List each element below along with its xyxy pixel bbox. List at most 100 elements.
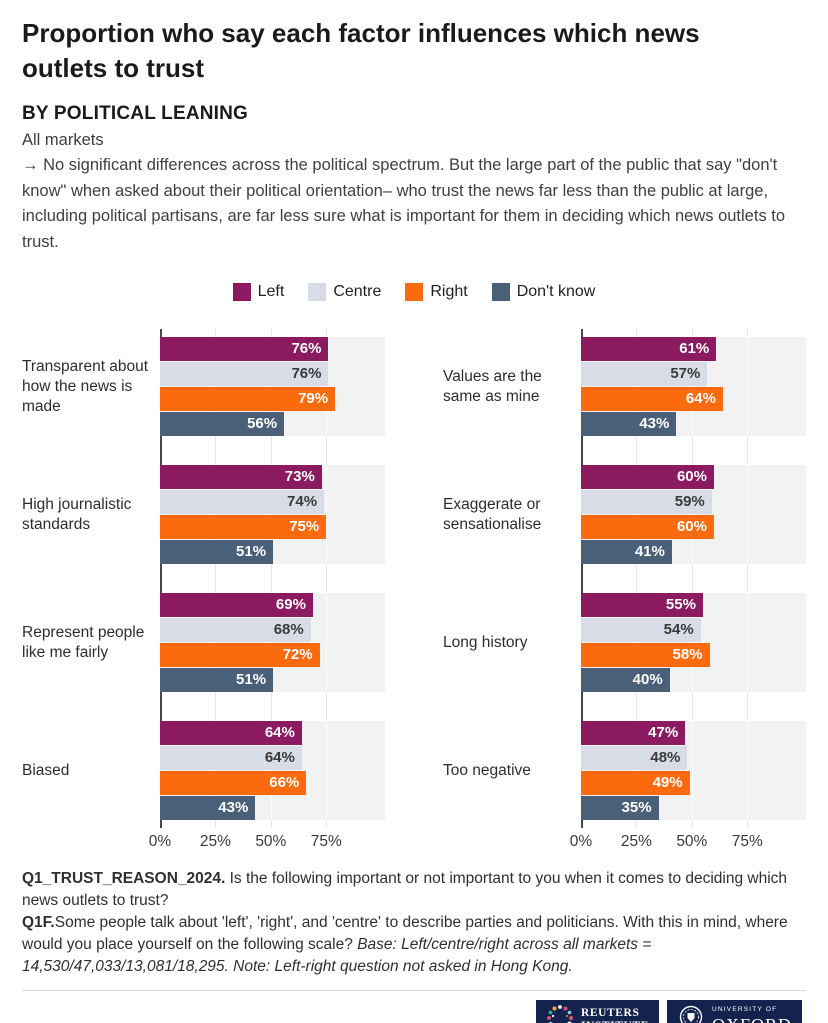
legend-label: Right xyxy=(430,283,468,301)
bar-left: 64% xyxy=(160,721,302,746)
category-group: Too negative 47% 48% 49% 35% xyxy=(443,721,806,821)
category-group: Long history 55% 54% 58% 40% xyxy=(443,593,806,693)
grid-line xyxy=(270,329,272,829)
bar-don-t-know: 51% xyxy=(160,540,274,565)
category-label: Represent people like me fairly xyxy=(22,623,145,661)
grid-line xyxy=(636,721,638,821)
grid-line xyxy=(691,337,693,437)
legend-label: Left xyxy=(257,283,285,301)
grid-line xyxy=(636,337,638,437)
bar-value-label: 64% xyxy=(264,724,295,742)
category-band: 69% 68% 72% 51% xyxy=(160,593,385,693)
bar-centre: 64% xyxy=(160,746,302,771)
bar-centre: 54% xyxy=(581,618,701,643)
bar-value-label: 76% xyxy=(291,340,322,358)
bar-left: 76% xyxy=(160,337,329,362)
grid-line xyxy=(270,337,272,437)
category-label: Transparent about how the news is made xyxy=(22,357,149,415)
grid-line xyxy=(636,593,638,693)
bar-value-label: 64% xyxy=(685,390,716,408)
bar-value-label: 68% xyxy=(273,621,304,639)
grid-line xyxy=(326,593,328,693)
x-axis: 0% 25% 50% 75% xyxy=(570,828,806,854)
legend-label: Centre xyxy=(333,283,382,301)
x-axis: 0% 25% 50% 75% xyxy=(149,828,385,854)
x-axis-tick: 50% xyxy=(255,833,287,851)
grid-line xyxy=(326,337,328,437)
chart-panel: Transparent about how the news is made 76… xyxy=(22,329,385,854)
reuters-institute-logo: REUTERSINSTITUTE xyxy=(535,1000,659,1023)
category-label: Too negative xyxy=(443,761,531,779)
grid-line xyxy=(215,721,217,821)
bar-right: 64% xyxy=(581,387,723,412)
bar-right: 60% xyxy=(581,515,714,540)
category-band: 64% 64% 66% 43% xyxy=(160,721,385,821)
grid-line xyxy=(691,593,693,693)
bar-value-label: 59% xyxy=(674,493,705,511)
category-label: High journalistic standards xyxy=(22,495,132,533)
category-label: Long history xyxy=(443,633,528,651)
plot-area: Values are the same as mine 61% 57% 64% 43% E… xyxy=(443,329,806,829)
legend-swatch xyxy=(232,283,251,302)
category-band: 47% 48% 49% 35% xyxy=(581,721,806,821)
bar-left: 73% xyxy=(160,465,322,490)
source-notes: Q1_TRUST_REASON_2024. Is the following i… xyxy=(22,868,806,978)
question-q1f-text: Some people talk about 'left', 'right', … xyxy=(22,914,788,954)
bar-value-label: 61% xyxy=(679,340,710,358)
legend-item: Left xyxy=(232,283,285,302)
bar-value-label: 60% xyxy=(676,518,707,536)
grid-line xyxy=(215,465,217,565)
question-q1f: Q1F.Some people talk about 'left', 'righ… xyxy=(22,912,806,978)
oxford-wordmark: UNIVERSITY OF OXFORD xyxy=(711,1006,791,1023)
plot-area: Transparent about how the news is made 76… xyxy=(22,329,385,829)
bar-value-label: 75% xyxy=(289,518,320,536)
bar-don-t-know: 40% xyxy=(581,668,670,693)
bar-centre: 59% xyxy=(581,490,712,515)
grid-line xyxy=(636,329,638,829)
x-axis-tick: 0% xyxy=(148,833,172,851)
bar-don-t-know: 43% xyxy=(581,412,677,437)
x-axis-tick: 50% xyxy=(676,833,708,851)
grid-line xyxy=(215,593,217,693)
grid-line xyxy=(326,329,328,829)
bar-right: 75% xyxy=(160,515,327,540)
category-band: 61% 57% 64% 43% xyxy=(581,337,806,437)
bar-value-label: 41% xyxy=(634,543,665,561)
y-axis-line xyxy=(581,329,583,829)
grid-line xyxy=(747,337,749,437)
bar-value-label: 69% xyxy=(275,596,306,614)
bar-value-label: 55% xyxy=(665,596,696,614)
grid-line xyxy=(636,465,638,565)
bar-value-label: 51% xyxy=(236,543,267,561)
logo-row: REUTERSINSTITUTE UNIVERSITY OF OXFORD xyxy=(22,1000,806,1023)
bar-right: 58% xyxy=(581,643,710,668)
question-q1f-base: Base: Left/centre/right across all marke… xyxy=(22,936,652,976)
bar-value-label: 60% xyxy=(676,468,707,486)
bar-value-label: 56% xyxy=(247,415,278,433)
bar-centre: 57% xyxy=(581,362,708,387)
oxford-crest-icon xyxy=(677,1004,705,1023)
grid-line xyxy=(326,465,328,565)
section-subtitle: BY POLITICAL LEANING xyxy=(22,103,249,125)
bar-value-label: 76% xyxy=(291,365,322,383)
category-group: Exaggerate or sensationalise 60% 59% 60% 41% xyxy=(443,465,806,565)
grid-line xyxy=(747,721,749,821)
bar-don-t-know: 51% xyxy=(160,668,274,693)
grid-line xyxy=(747,593,749,693)
bar-value-label: 43% xyxy=(639,415,670,433)
question-q1f-code: Q1F. xyxy=(22,914,55,932)
legend-swatch xyxy=(308,283,327,302)
bar-centre: 48% xyxy=(581,746,688,771)
bar-value-label: 64% xyxy=(264,749,295,767)
bar-value-label: 51% xyxy=(236,671,267,689)
oxford-university-logo: UNIVERSITY OF OXFORD xyxy=(666,1000,802,1023)
bar-don-t-know: 41% xyxy=(581,540,672,565)
x-axis-tick: 25% xyxy=(199,833,231,851)
reuters-institute-wordmark: REUTERSINSTITUTE xyxy=(580,1006,648,1023)
bar-charts: Transparent about how the news is made 76… xyxy=(22,329,806,854)
category-label: Biased xyxy=(22,761,70,779)
bar-value-label: 73% xyxy=(284,468,315,486)
footer-divider xyxy=(22,990,806,992)
bar-don-t-know: 35% xyxy=(581,796,659,821)
